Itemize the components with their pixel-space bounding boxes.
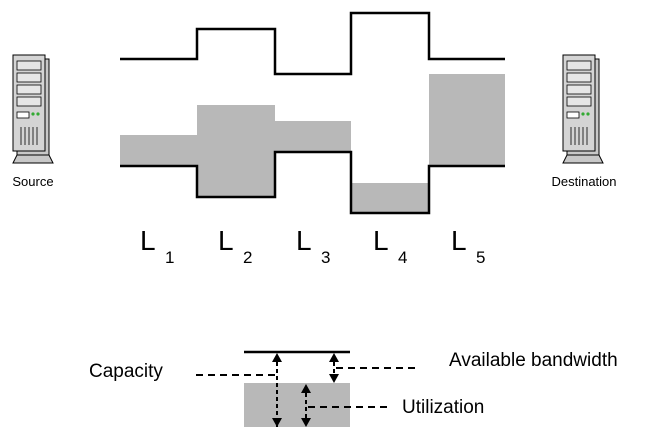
utilization-label: Utilization bbox=[402, 397, 484, 418]
capacity-bottom-outline bbox=[120, 150, 505, 215]
destination-server-icon bbox=[562, 54, 604, 164]
capacity-arrow bbox=[272, 353, 282, 427]
link-4-utilization bbox=[351, 183, 429, 213]
svg-text:L: L bbox=[296, 225, 312, 256]
link-label-2: L 2 bbox=[218, 225, 252, 267]
link-5-utilization bbox=[429, 74, 505, 166]
link-label-1: L 1 bbox=[140, 225, 174, 267]
svg-text:L: L bbox=[373, 225, 389, 256]
svg-text:L: L bbox=[451, 225, 467, 256]
capacity-label: Capacity bbox=[89, 361, 163, 382]
svg-text:4: 4 bbox=[398, 248, 407, 267]
svg-text:L: L bbox=[218, 225, 234, 256]
link-label-4: L 4 bbox=[373, 225, 407, 267]
legend-utilization-fill bbox=[244, 383, 350, 427]
svg-text:2: 2 bbox=[243, 248, 252, 267]
source-server-icon bbox=[12, 54, 54, 164]
link-label-3: L 3 bbox=[296, 225, 330, 267]
link-2-utilization bbox=[197, 105, 275, 197]
svg-text:1: 1 bbox=[165, 248, 174, 267]
utilization-arrow bbox=[301, 384, 311, 427]
link-1-utilization bbox=[120, 135, 197, 166]
svg-text:3: 3 bbox=[321, 248, 330, 267]
svg-text:5: 5 bbox=[476, 248, 485, 267]
available-bandwidth-arrow bbox=[329, 353, 339, 383]
destination-label: Destination bbox=[551, 174, 616, 189]
link-3-utilization bbox=[275, 121, 351, 152]
capacity-top-outline bbox=[120, 11, 505, 76]
svg-text:L: L bbox=[140, 225, 156, 256]
available-bandwidth-label: Available bandwidth bbox=[449, 350, 618, 371]
link-label-5: L 5 bbox=[451, 225, 485, 267]
source-label: Source bbox=[12, 174, 53, 189]
